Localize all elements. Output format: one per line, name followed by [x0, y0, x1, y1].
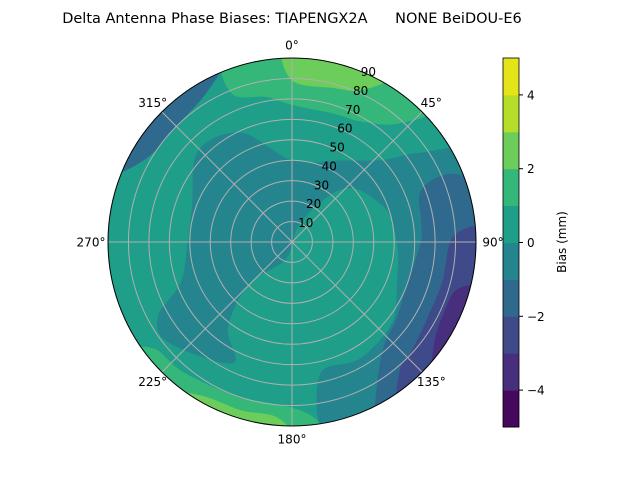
- angular-tick-label: 315°: [138, 96, 167, 110]
- angular-tick-label: 90°: [482, 236, 503, 250]
- colorbar-band: [503, 353, 519, 391]
- colorbar-band: [503, 242, 519, 280]
- colorbar-band: [503, 316, 519, 354]
- radial-tick-label: 10: [298, 216, 313, 230]
- radial-tick-label: 20: [306, 197, 321, 211]
- colorbar-tick-label: −2: [527, 310, 545, 324]
- polar-grid: [108, 58, 476, 426]
- radial-tick-label: 40: [322, 159, 337, 173]
- colorbar-tick-label: 0: [527, 236, 535, 250]
- angular-tick-label: 135°: [417, 375, 446, 389]
- angular-tick-label: 270°: [77, 236, 106, 250]
- angular-tick-label: 180°: [278, 433, 307, 447]
- angular-tick-label: 0°: [285, 39, 299, 53]
- radial-tick-label: 50: [329, 141, 344, 155]
- colorbar-tick-label: 4: [527, 88, 535, 102]
- colorbar-band: [503, 279, 519, 317]
- colorbar-tick-label: −4: [527, 384, 545, 398]
- colorbar-tick-label: 2: [527, 162, 535, 176]
- colorbar-band: [503, 58, 519, 96]
- colorbar-label: Bias (mm): [555, 211, 569, 273]
- radial-tick-label: 80: [353, 84, 368, 98]
- radial-tick-label: 90: [361, 65, 376, 79]
- colorbar-band: [503, 205, 519, 243]
- contour-region-7: [129, 346, 327, 426]
- colorbar-band: [503, 94, 519, 133]
- angular-tick-label: 45°: [421, 96, 442, 110]
- radial-tick-labels: 10 20 30 40 50 60 70 80 90: [298, 65, 376, 230]
- colorbar: −4 −2 0 2 4: [502, 57, 545, 428]
- angular-tick-labels: 0° 45° 90° 135° 180° 225° 270° 315°: [77, 39, 504, 447]
- colorbar-band: [503, 390, 519, 428]
- chart-title: Delta Antenna Phase Biases: TIAPENGX2A N…: [62, 11, 522, 27]
- radial-tick-label: 60: [337, 122, 352, 136]
- colorbar-band: [503, 131, 519, 170]
- colorbar-band: [503, 168, 519, 207]
- grid-spoke: [161, 111, 423, 373]
- polar-frame: [107, 57, 477, 427]
- radial-tick-label: 70: [345, 103, 360, 117]
- angular-tick-label: 225°: [138, 375, 167, 389]
- radial-tick-label: 30: [314, 178, 329, 192]
